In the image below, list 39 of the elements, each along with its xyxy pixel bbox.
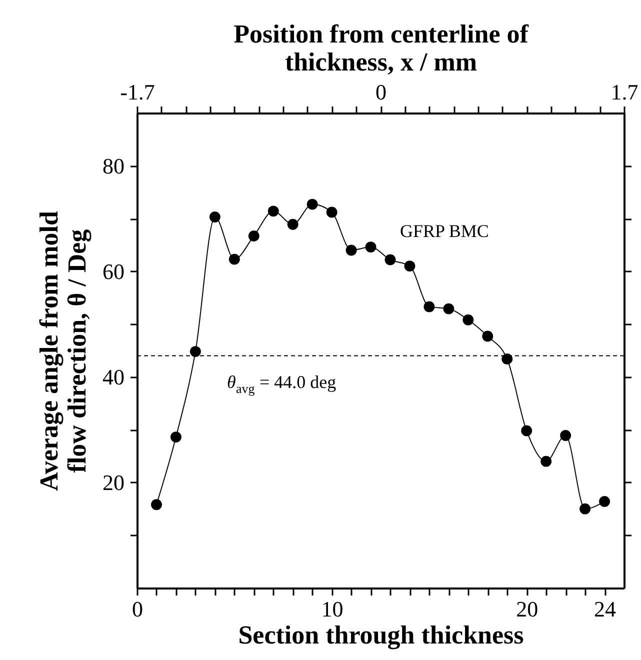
x2-axis-title: Position from centerline of thickness, x / mm <box>234 20 529 76</box>
point <box>248 230 260 242</box>
point <box>521 425 532 436</box>
point <box>151 499 162 510</box>
point <box>462 314 474 326</box>
point <box>384 254 396 266</box>
x2-tick-label: 0 <box>376 80 386 104</box>
x-tick-label: 0 <box>132 596 143 622</box>
point <box>209 212 220 222</box>
y-tick-label: 80 <box>102 153 124 178</box>
x2-tick-label: -1.7 <box>120 80 155 104</box>
x2-tick-label: 1.7 <box>610 80 638 104</box>
x-axis-title: Section through thickness <box>238 620 524 650</box>
point <box>287 218 298 230</box>
point <box>580 503 591 514</box>
y-tick-label: 20 <box>102 470 124 495</box>
point <box>560 430 572 441</box>
point <box>268 206 279 217</box>
point <box>228 254 240 265</box>
point <box>502 353 513 364</box>
y-tick-label: 60 <box>102 258 124 284</box>
y-axis-title: Average angle from mold flow direction, θ / Deg <box>34 210 92 491</box>
series-label: GFRP BMC <box>400 221 489 241</box>
point <box>346 244 357 256</box>
y-tick-label: 40 <box>102 364 124 390</box>
point <box>404 260 416 272</box>
point <box>170 432 182 443</box>
point <box>306 198 318 210</box>
point <box>443 303 454 314</box>
point <box>190 346 201 358</box>
point <box>365 242 376 253</box>
point <box>540 456 552 467</box>
x-tick-label: 10 <box>321 596 344 622</box>
point <box>424 301 435 312</box>
x-tick-label: 24 <box>594 596 616 622</box>
point <box>482 330 494 342</box>
x-tick-label: 20 <box>516 596 538 622</box>
point <box>326 206 338 218</box>
point <box>599 496 610 507</box>
